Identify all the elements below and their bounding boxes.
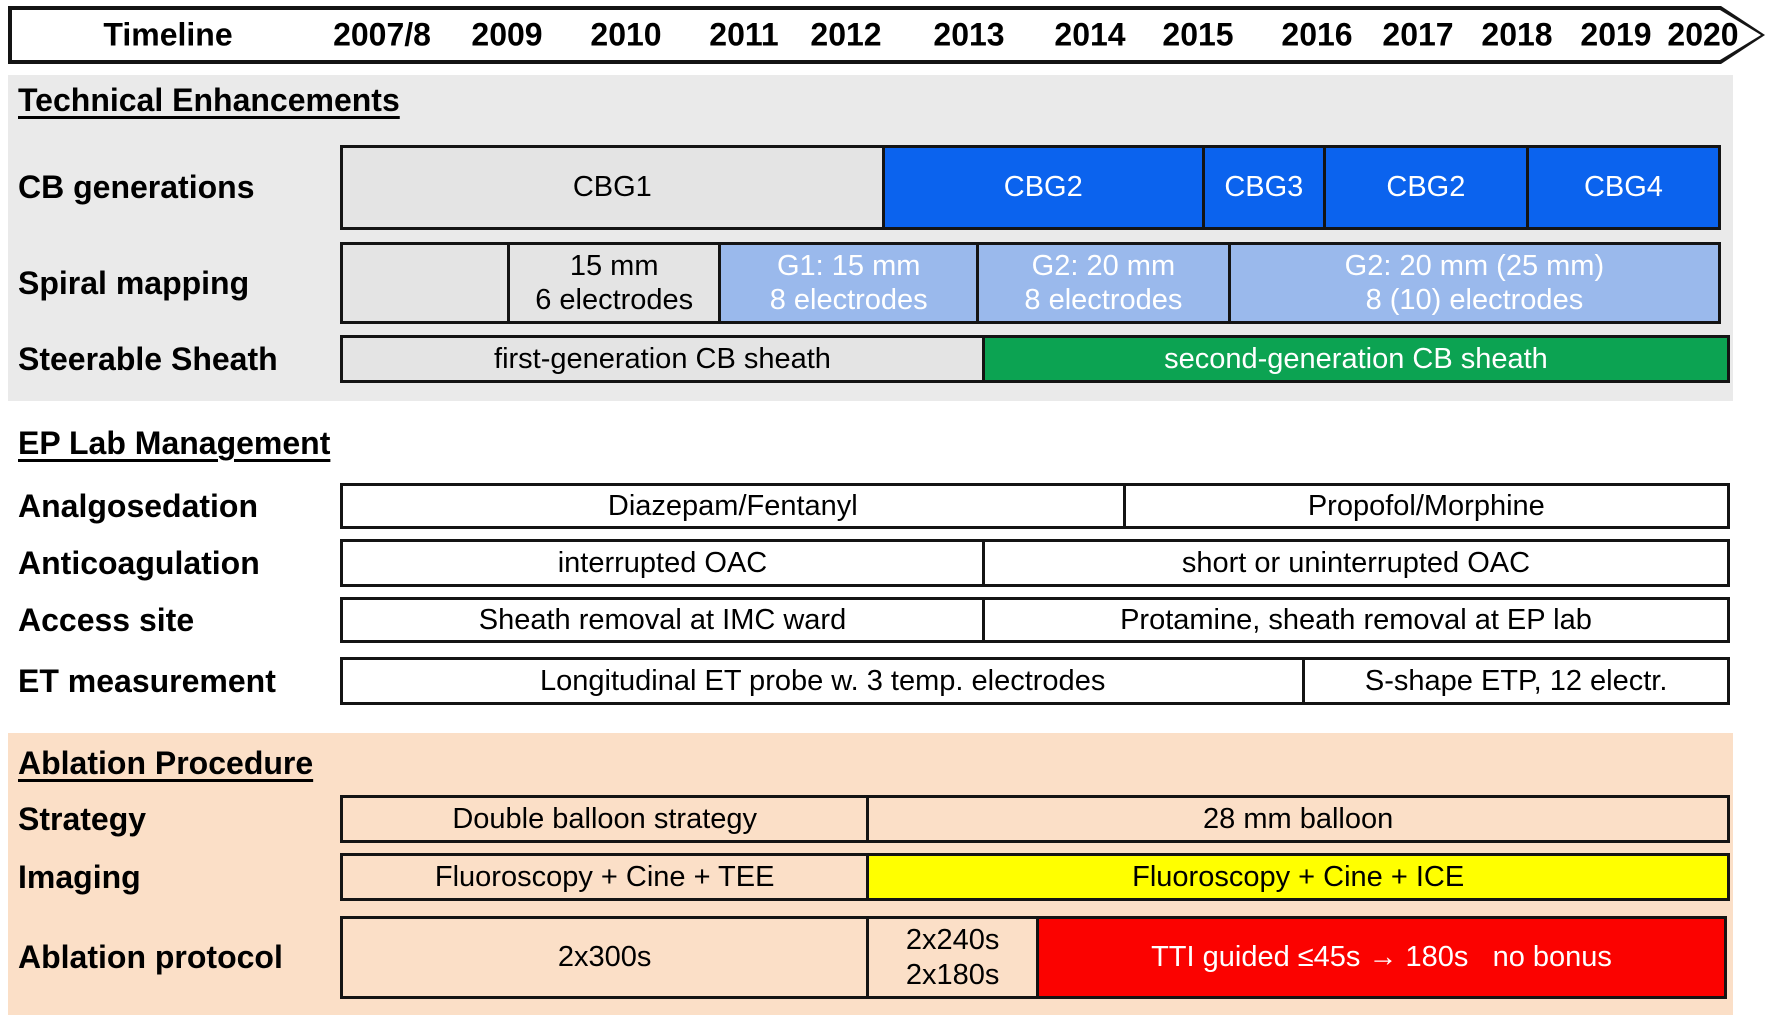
segment-tti-guided: TTI guided ≤45s → 180s no bonus xyxy=(1036,916,1727,999)
segment-s-shape-etp: S-shape ETP, 12 electr. xyxy=(1302,657,1730,705)
segment-28mm-balloon: 28 mm balloon xyxy=(866,795,1730,843)
row-cb-generations: CB generations CBG1 CBG2 CBG3 CBG2 CBG4 xyxy=(18,145,1733,230)
section-title-ep-lab: EP Lab Management xyxy=(18,425,331,461)
row-access-site: Access site Sheath removal at IMC ward P… xyxy=(18,597,1733,643)
row-anticoagulation: Anticoagulation interrupted OAC short or… xyxy=(18,539,1733,587)
segment-first-gen-sheath: first-generation CB sheath xyxy=(340,335,985,383)
row-bars: 15 mm 6 electrodes G1: 15 mm 8 electrode… xyxy=(340,242,1733,324)
row-et-measurement: ET measurement Longitudinal ET probe w. … xyxy=(18,657,1733,705)
segment-empty xyxy=(340,242,510,324)
row-label: Ablation protocol xyxy=(18,939,283,975)
section-title-technical: Technical Enhancements xyxy=(18,82,400,118)
row-label: CB generations xyxy=(18,169,255,205)
year-label: 2017 xyxy=(1382,16,1454,53)
segment-uninterrupted-oac: short or uninterrupted OAC xyxy=(981,539,1730,587)
segment-protamine: Protamine, sheath removal at EP lab xyxy=(981,597,1730,643)
year-label: 2016 xyxy=(1281,16,1353,53)
segment-g1-15mm: G1: 15 mm 8 electrodes xyxy=(718,242,979,324)
row-bars: 2x300s 2x240s 2x180s TTI guided ≤45s → 1… xyxy=(340,916,1733,999)
row-analgosedation: Analgosedation Diazepam/Fentanyl Propofo… xyxy=(18,483,1733,529)
row-strategy: Strategy Double balloon strategy 28 mm b… xyxy=(18,795,1733,843)
segment-interrupted-oac: interrupted OAC xyxy=(340,539,985,587)
row-ablation-protocol: Ablation protocol 2x300s 2x240s 2x180s T… xyxy=(18,916,1733,999)
row-bars: Diazepam/Fentanyl Propofol/Morphine xyxy=(340,483,1733,529)
segment-g2-20-25mm: G2: 20 mm (25 mm) 8 (10) electrodes xyxy=(1227,242,1721,324)
row-label: Steerable Sheath xyxy=(18,340,278,377)
section-title-ablation: Ablation Procedure xyxy=(18,745,314,781)
row-label: Access site xyxy=(18,601,195,638)
row-bars: Longitudinal ET probe w. 3 temp. electro… xyxy=(340,657,1733,705)
timeline-arrow: Timeline 2007/8 2009 2010 2011 2012 2013… xyxy=(8,6,1765,64)
segment-imc-ward: Sheath removal at IMC ward xyxy=(340,597,985,643)
row-label: Imaging xyxy=(18,858,141,895)
row-label: Strategy xyxy=(18,800,147,837)
segment-double-balloon: Double balloon strategy xyxy=(340,795,870,843)
segment-propofol: Propofol/Morphine xyxy=(1122,483,1730,529)
segment-second-gen-sheath: second-generation CB sheath xyxy=(981,335,1730,383)
timeline-label: Timeline xyxy=(103,16,233,53)
row-bars: Double balloon strategy 28 mm balloon xyxy=(340,795,1733,843)
row-bars: Fluoroscopy + Cine + TEE Fluoroscopy + C… xyxy=(340,853,1733,901)
year-label: 2019 xyxy=(1580,16,1652,53)
year-label: 2015 xyxy=(1162,16,1234,53)
segment-cbg2: CBG2 xyxy=(881,145,1205,230)
year-label: 2020 xyxy=(1667,16,1739,53)
row-bars: first-generation CB sheath second-genera… xyxy=(340,335,1733,383)
row-steerable-sheath: Steerable Sheath first-generation CB she… xyxy=(18,335,1733,383)
row-bars: CBG1 CBG2 CBG3 CBG2 CBG4 xyxy=(340,145,1733,230)
segment-longitudinal-et: Longitudinal ET probe w. 3 temp. electro… xyxy=(340,657,1306,705)
year-label: 2018 xyxy=(1481,16,1553,53)
row-label: Anticoagulation xyxy=(18,544,260,581)
segment-cbg2b: CBG2 xyxy=(1322,145,1529,230)
row-imaging: Imaging Fluoroscopy + Cine + TEE Fluoros… xyxy=(18,853,1733,901)
timeline-arrow-fill: Timeline 2007/8 2009 2010 2011 2012 2013… xyxy=(12,10,1761,60)
segment-cbg1: CBG1 xyxy=(340,145,885,230)
row-label: ET measurement xyxy=(18,662,276,699)
year-label: 2011 xyxy=(709,16,779,53)
segment-fluoro-ice: Fluoroscopy + Cine + ICE xyxy=(866,853,1730,901)
segment-15mm: 15 mm 6 electrodes xyxy=(506,242,722,324)
year-label: 2010 xyxy=(590,16,662,53)
year-label: 2009 xyxy=(471,16,543,53)
row-bars: interrupted OAC short or uninterrupted O… xyxy=(340,539,1733,587)
row-bars: Sheath removal at IMC ward Protamine, sh… xyxy=(340,597,1733,643)
year-label: 2007/8 xyxy=(333,16,431,53)
segment-diazepam: Diazepam/Fentanyl xyxy=(340,483,1126,529)
segment-2x240s-2x180s: 2x240s 2x180s xyxy=(866,916,1040,999)
year-label: 2012 xyxy=(810,16,882,53)
year-label: 2013 xyxy=(933,16,1005,53)
row-spiral-mapping: Spiral mapping 15 mm 6 electrodes G1: 15… xyxy=(18,242,1733,324)
year-label: 2014 xyxy=(1054,16,1126,53)
row-label: Spiral mapping xyxy=(18,264,250,301)
segment-2x300s: 2x300s xyxy=(340,916,870,999)
segment-cbg4: CBG4 xyxy=(1525,145,1721,230)
segment-fluoro-tee: Fluoroscopy + Cine + TEE xyxy=(340,853,870,901)
row-label: Analgosedation xyxy=(18,487,259,524)
segment-cbg3: CBG3 xyxy=(1201,145,1326,230)
segment-g2-20mm: G2: 20 mm 8 electrodes xyxy=(975,242,1231,324)
